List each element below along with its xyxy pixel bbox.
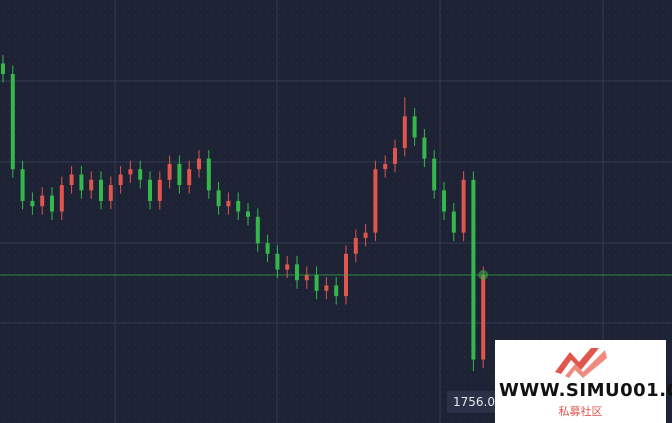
candle-body — [50, 195, 54, 212]
candle-body — [30, 200, 35, 207]
candle-body — [216, 190, 221, 207]
candle-body — [59, 185, 64, 212]
candle-body — [40, 195, 45, 207]
candle-body — [471, 179, 476, 360]
candle-body — [304, 274, 309, 281]
candle-body — [89, 179, 94, 191]
candle-body — [10, 74, 15, 170]
candle-body — [99, 179, 103, 201]
candle-body — [138, 169, 143, 180]
candle-body — [226, 200, 231, 207]
candle-body — [157, 179, 162, 201]
candle-body — [128, 169, 133, 175]
candle-body — [206, 158, 211, 191]
candle-body — [285, 264, 290, 270]
candle-body — [442, 190, 446, 212]
candle-body — [295, 264, 299, 281]
candle-body — [314, 274, 319, 291]
watermark-logo — [555, 348, 607, 378]
candle-body — [118, 174, 123, 186]
candle-body — [79, 174, 84, 191]
candle-body — [422, 137, 427, 159]
watermark-subtitle: 私募社区 — [558, 405, 603, 418]
candle-body — [177, 163, 182, 186]
watermark-url: WWW.SIMU001.CN — [499, 380, 672, 401]
candle-body — [402, 116, 407, 149]
candle-body — [265, 243, 270, 254]
candle-body — [393, 148, 397, 164]
candle-body — [20, 169, 25, 201]
candle-body — [324, 285, 329, 291]
candle-body — [481, 274, 486, 360]
candle-body — [275, 253, 280, 270]
candle-body — [255, 216, 260, 244]
candle-body — [451, 211, 456, 233]
candle-body — [167, 163, 172, 180]
candle-body — [148, 179, 152, 201]
candle-body — [334, 285, 339, 297]
candle-body — [432, 158, 437, 191]
candle-body — [383, 163, 388, 170]
price-label-box — [447, 390, 507, 413]
candle-body — [246, 211, 250, 217]
candle-body — [412, 116, 417, 138]
price-label: 1756.0 — [453, 395, 495, 409]
candle-body — [1, 63, 5, 75]
candle-body — [373, 169, 378, 233]
watermark: WWW.SIMU001.CN 私募社区 — [495, 340, 672, 423]
candle-body — [187, 169, 192, 186]
candle-body — [197, 158, 201, 170]
candle-body — [363, 232, 368, 238]
candle-body — [461, 179, 466, 233]
last-price-glow — [478, 269, 489, 280]
candle-body — [69, 174, 74, 186]
candle-body — [353, 237, 358, 254]
candle-body — [108, 185, 113, 201]
candle-body — [236, 200, 241, 212]
